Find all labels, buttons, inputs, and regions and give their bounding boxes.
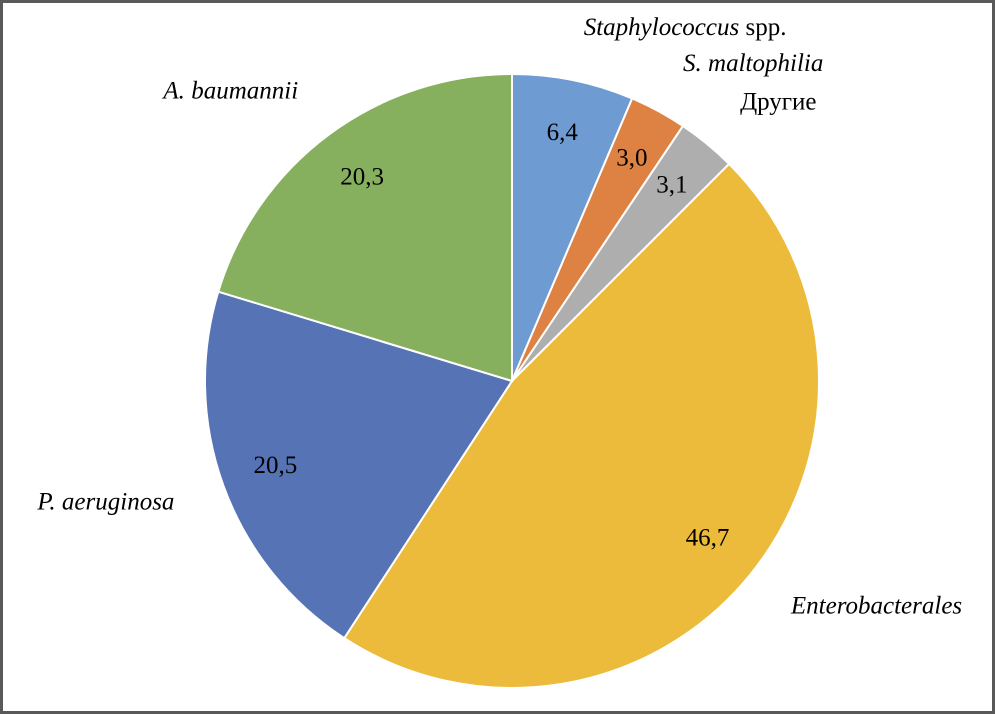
value-label: 20,5 [254,452,298,479]
category-label: Staphylococcus spp. [584,14,787,41]
pie-slice [511,72,634,382]
category-label: Enterobacterales [790,592,962,619]
value-label: 6,4 [547,119,579,146]
category-label: S. maltophilia [683,50,823,77]
value-label: 20,3 [340,163,384,190]
value-label: 46,7 [686,524,730,551]
value-label: 3,1 [656,171,687,198]
pie-slice [204,290,514,640]
category-label: P. aeruginosa [36,488,174,515]
category-label: A. baumannii [161,77,298,104]
pie-slice [342,162,820,689]
value-label: 3,0 [616,144,647,171]
pie-slice [217,72,513,383]
category-label: Другие [740,88,816,115]
